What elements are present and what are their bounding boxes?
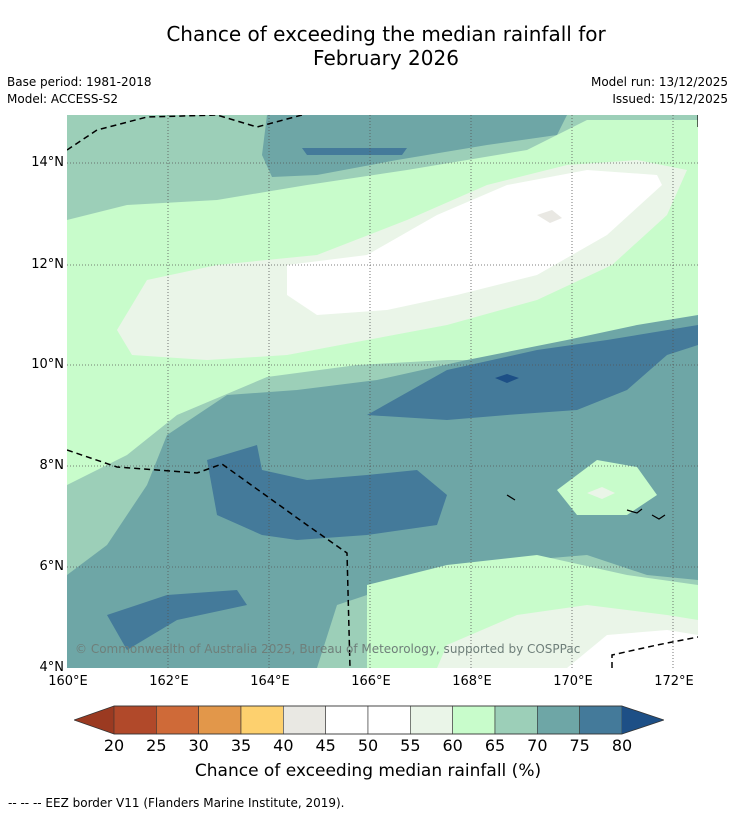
colorbar-cell [537,705,580,735]
band-80-west [207,445,447,540]
colorbar-label: 20 [103,736,125,755]
lon-tick: 172°E [654,674,694,689]
colorbar-cell [113,705,157,735]
colorbar-label: 45 [315,736,336,755]
base-period: Base period: 1981-2018 [7,75,152,89]
eez-border [67,115,698,668]
meta-right: Model run: 13/12/2025 Issued: 15/12/2025 [591,74,728,108]
colorbar-label: 55 [400,736,421,755]
lon-tick: 170°E [553,674,593,689]
island-outlines [506,115,698,520]
meta-left: Base period: 1981-2018 Model: ACCESS-S2 [7,74,152,108]
colorbar-label: 70 [527,736,548,755]
colorbar-label: 35 [230,736,252,755]
band-65-east [557,460,657,515]
colorbar-label: 65 [484,736,506,755]
eez-footnote: -- -- -- EEZ border V11 (Flanders Marine… [8,796,345,810]
band-75-north [262,115,567,177]
colorbar-cell [452,705,496,735]
colorbar-label: 75 [569,736,590,755]
model-run: Model run: 13/12/2025 [590,75,728,89]
colorbar-cell [410,705,453,735]
lat-tick: 14°N [31,155,64,170]
lat-tick: 6°N [39,559,65,574]
colorbar-title: Chance of exceeding median rainfall (%) [194,761,542,781]
band-50-southeast [567,630,698,668]
band-80-south [107,590,247,650]
lat-tick: 12°N [31,257,64,272]
model-name: Model: ACCESS-S2 [7,92,119,106]
colorbar [74,705,664,735]
band-80-north [302,148,407,155]
colorbar-cell [367,705,411,735]
title-line-2: February 2026 [313,46,459,70]
colorbar-cell [579,705,623,735]
colorbar-cell [198,705,242,735]
band-60-east [587,487,615,499]
gridlines [67,115,698,668]
band-45 [537,210,562,223]
colorbar-label: 30 [188,736,209,755]
colorbar-label: 50 [357,736,379,755]
colorbar-cell [325,705,369,735]
band-85 [495,374,519,383]
colorbar-label: 80 [611,736,633,755]
colorbar-arrow-high [622,706,664,734]
colorbar-label: 60 [442,736,463,755]
map-svg: © Commonwealth of Australia 2025, Bureau… [67,115,698,668]
band-80-mid [367,325,698,420]
issued-date: Issued: 15/12/2025 [612,92,728,106]
lon-tick: 162°E [149,674,189,689]
lat-tick: 4°N [39,660,65,675]
lon-tick: 166°E [351,674,391,689]
rainfall-map[interactable]: © Commonwealth of Australia 2025, Bureau… [67,115,698,668]
title-line-1: Chance of exceeding the median rainfall … [166,22,606,46]
lat-tick: 10°N [31,357,64,372]
lon-tick: 164°E [250,674,290,689]
band-50 [287,170,662,315]
colorbar-cell [156,705,199,735]
lon-tick: 168°E [452,674,492,689]
colorbar-cell [283,705,326,735]
colorbar-cells [113,705,623,735]
lon-tick: 160°E [48,674,88,689]
colorbar-label: 40 [273,736,294,755]
lat-tick: 8°N [39,458,65,473]
colorbar-arrow-low [74,706,114,734]
colorbar-label: 25 [146,736,167,755]
copyright: © Commonwealth of Australia 2025, Bureau… [75,642,580,656]
colorbar-cell [494,705,538,735]
chart-title: Chance of exceeding the median rainfall … [0,22,736,70]
colorbar-outline [74,705,664,735]
colorbar-cell [240,705,284,735]
